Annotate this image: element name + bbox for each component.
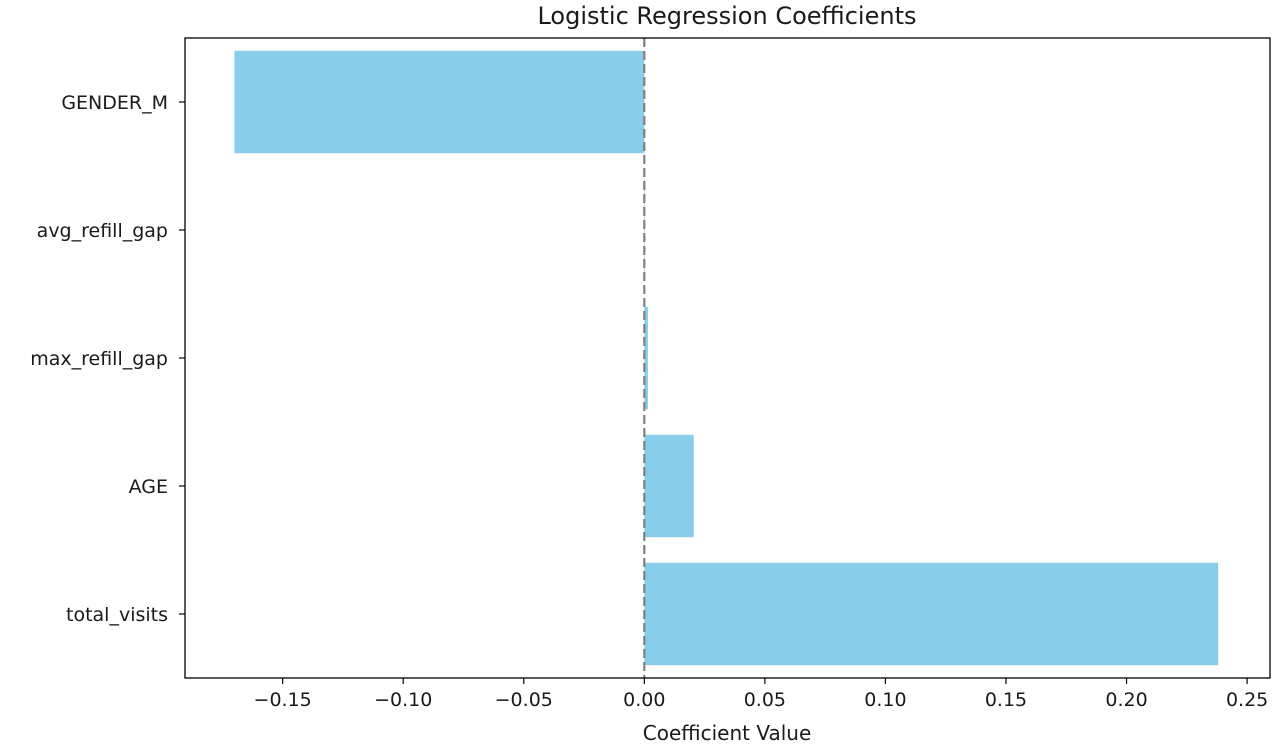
x-axis-label: Coefficient Value [643,721,812,745]
bars-group [234,50,1219,666]
y-tick-label: GENDER_M [61,92,168,114]
bar-age [644,434,694,538]
chart-title: Logistic Regression Coefficients [537,2,916,30]
x-tick-label: 0.15 [985,689,1027,711]
x-tick-label: 0.05 [744,689,786,711]
y-axis-ticks: GENDER_M avg_refill_gap max_refill_gap AGE t… [30,92,185,626]
x-tick-label: −0.15 [254,689,312,711]
y-tick-label: AGE [129,476,168,498]
bar-total-visits [644,562,1219,666]
y-tick-label: avg_refill_gap [37,220,168,242]
bar-gender-m [234,50,645,154]
bar-max-refill-gap [644,306,648,410]
x-tick-label: 0.25 [1226,689,1268,711]
bar-avg-refill-gap [644,178,646,282]
x-tick-label: 0.10 [864,689,906,711]
x-tick-label: 0.20 [1105,689,1147,711]
y-tick-label: total_visits [66,604,168,626]
x-axis-ticks: −0.15 −0.10 −0.05 0.00 0.05 0.10 0.15 0.20 0.25 [254,678,1268,711]
x-tick-label: 0.00 [623,689,665,711]
y-tick-label: max_refill_gap [30,348,168,370]
x-tick-label: −0.10 [374,689,432,711]
x-tick-label: −0.05 [495,689,553,711]
